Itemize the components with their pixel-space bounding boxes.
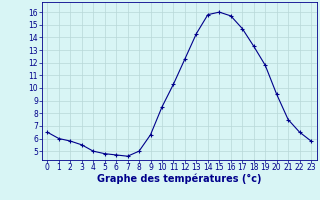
X-axis label: Graphe des températures (°c): Graphe des températures (°c) [97,174,261,184]
